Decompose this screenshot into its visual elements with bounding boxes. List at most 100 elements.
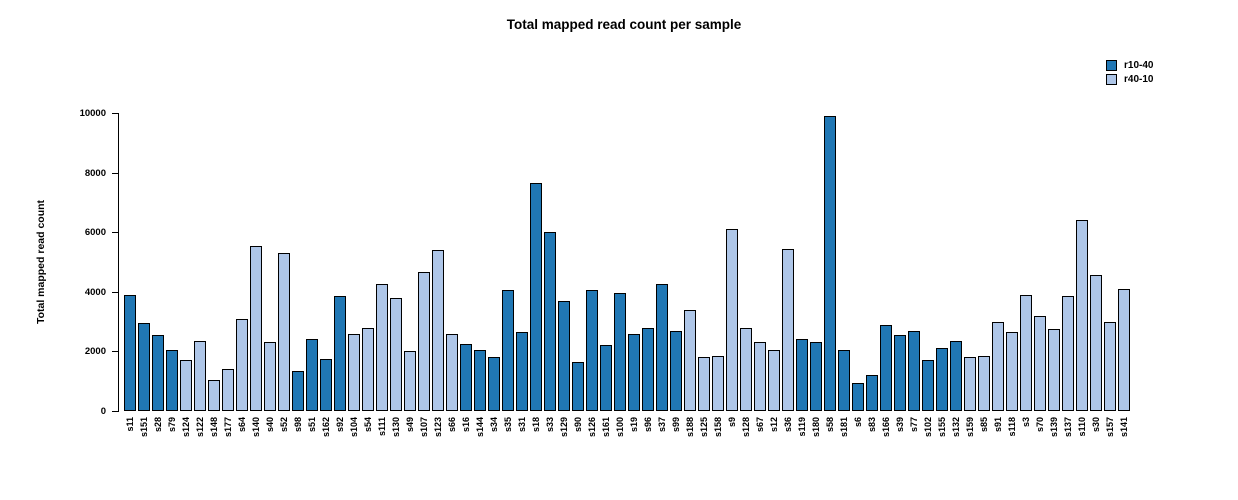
x-tick-label-s166: s166 [881,417,891,438]
x-tick-label-s122: s122 [195,417,205,438]
x-tick-label-s11: s11 [125,417,135,432]
x-tick-label-s139: s139 [1049,417,1059,438]
y-tick-label: 0 [100,406,106,417]
bar-s37 [656,284,668,411]
bar-s30 [1090,275,1102,411]
x-tick-label-s137: s137 [1063,417,1073,438]
y-axis-title: Total mapped read count [35,199,47,325]
y-tick-label: 10000 [79,108,106,119]
x-tick-label-s51: s51 [307,417,317,433]
y-tick-mark [112,232,118,233]
y-tick-label: 4000 [84,287,106,298]
x-tick-label-s31: s31 [517,417,527,433]
x-tick-label-s18: s18 [531,417,541,433]
bar-s177 [222,369,234,411]
bar-s83 [866,375,878,411]
x-tick-label-s19: s19 [629,417,639,433]
x-tick-label-s118: s118 [1007,417,1017,437]
bar-s148 [208,380,220,411]
x-tick-label-s9: s9 [727,417,737,428]
bar-s51 [306,339,318,411]
x-tick-label-s54: s54 [363,417,373,433]
bar-s19 [628,334,640,411]
y-tick-label: 2000 [84,346,106,357]
x-tick-label-s123: s123 [433,417,443,438]
x-tick-label-s181: s181 [839,417,849,438]
x-tick-label-s132: s132 [951,417,961,438]
bar-s140 [250,246,262,411]
x-tick-label-s66: s66 [447,417,457,433]
bar-s144 [474,350,486,411]
bar-s90 [572,362,584,411]
x-tick-label-s39: s39 [895,417,905,433]
bar-s36 [782,249,794,411]
bar-s125 [698,357,710,411]
x-tick-label-s36: s36 [783,417,793,433]
x-tick-label-s180: s180 [811,417,821,438]
bar-s70 [1034,316,1046,411]
x-tick-label-s35: s35 [503,417,513,433]
y-tick-mark [112,173,118,174]
bar-s31 [516,332,528,411]
bar-s58 [824,116,836,411]
bar-s9 [726,229,738,411]
legend-swatch-icon [1106,60,1117,71]
x-tick-label-s6: s6 [853,417,863,428]
bar-s100 [614,293,626,411]
bar-s111 [376,284,388,411]
bar-s64 [236,319,248,411]
bar-s77 [908,331,920,411]
x-tick-label-s49: s49 [405,417,415,433]
x-tick-label-s92: s92 [335,417,345,433]
x-tick-label-s130: s130 [391,417,401,438]
x-tick-label-s111: s111 [377,417,387,437]
bar-s130 [390,298,402,411]
bar-s91 [992,322,1004,411]
x-tick-label-s161: s161 [601,417,611,438]
plot-area [118,113,1148,411]
y-tick-mark [112,411,118,412]
bar-s33 [544,232,556,411]
bar-s155 [936,348,948,411]
bar-s12 [768,350,780,411]
x-tick-label-s110: s110 [1077,417,1087,437]
bar-s119 [796,339,808,411]
bar-s180 [810,342,822,411]
x-tick-label-s30: s30 [1091,417,1101,433]
x-tick-label-s159: s159 [965,417,975,438]
x-tick-label-s99: s99 [671,417,681,433]
x-tick-label-s33: s33 [545,417,555,433]
x-tick-label-s28: s28 [153,417,163,433]
y-tick-mark [112,351,118,352]
bar-s49 [404,351,416,411]
x-tick-label-s129: s129 [559,417,569,438]
x-tick-label-s157: s157 [1105,417,1115,438]
legend-item-r40-10: r40-10 [1106,74,1153,85]
x-tick-label-s91: s91 [993,417,1003,433]
bar-s35 [502,290,514,411]
x-tick-label-s177: s177 [223,417,233,438]
x-tick-label-s140: s140 [251,417,261,438]
bar-s39 [894,335,906,411]
bar-s16 [460,344,472,411]
bar-s52 [278,253,290,411]
bar-s54 [362,328,374,411]
legend-label: r10-40 [1124,60,1154,71]
x-tick-label-s148: s148 [209,417,219,438]
x-tick-label-s98: s98 [293,417,303,433]
x-tick-label-s70: s70 [1035,417,1045,433]
bar-s110 [1076,220,1088,411]
bar-s3 [1020,295,1032,411]
bar-s124 [180,360,192,411]
x-tick-label-s119: s119 [797,417,807,437]
bar-s67 [754,342,766,411]
x-tick-label-s37: s37 [657,417,667,433]
bar-s141 [1118,289,1130,411]
bar-s166 [880,325,892,411]
bar-s158 [712,356,724,411]
bar-s6 [852,383,864,411]
y-tick-label: 6000 [84,227,106,238]
bar-s139 [1048,329,1060,411]
legend-swatch-icon [1106,74,1117,85]
